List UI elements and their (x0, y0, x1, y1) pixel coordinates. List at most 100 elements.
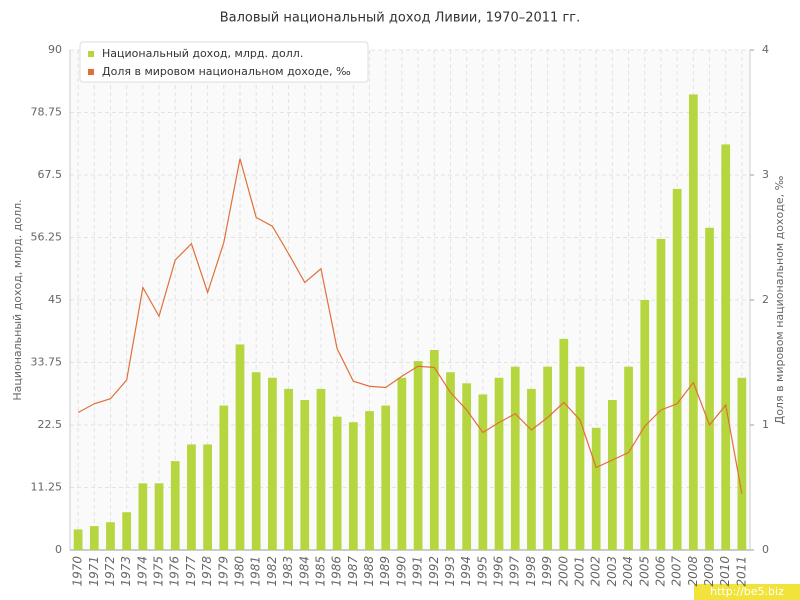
x-tick-label: 1981 (249, 556, 263, 587)
y-tick-label: 67.5 (38, 168, 63, 181)
bar (478, 394, 488, 550)
bar (575, 366, 585, 550)
bar (219, 405, 229, 550)
bar (381, 405, 391, 550)
y-tick-label: 0 (55, 543, 62, 556)
x-tick-label: 2006 (653, 556, 667, 587)
x-tick-label: 1989 (378, 556, 392, 587)
bar (397, 377, 407, 550)
bar (413, 361, 423, 550)
legend: Национальный доход, млрд. долл. Доля в ми… (79, 41, 369, 83)
x-tick-label: 1985 (313, 556, 327, 587)
bar (656, 238, 666, 550)
x-tick-label: 2004 (621, 556, 635, 587)
x-tick-label: 1979 (216, 556, 230, 587)
bar (73, 529, 83, 550)
x-tick-label: 2010 (718, 556, 732, 587)
x-tick-label: 1974 (135, 556, 149, 587)
y-tick-label: 33.75 (31, 356, 63, 369)
bar (122, 512, 132, 550)
y-tick-label: 78.75 (31, 106, 63, 119)
x-tick-label: 1994 (459, 556, 473, 587)
y-tick-label: 90 (48, 43, 62, 56)
x-tick-label: 1970 (71, 556, 85, 587)
bar (300, 400, 310, 550)
x-tick-label: 1983 (281, 556, 295, 587)
bar (89, 526, 99, 550)
legend-box (79, 41, 369, 83)
y2-tick-label: 3 (762, 168, 769, 181)
bar (608, 400, 617, 550)
x-tick-label: 2008 (686, 556, 700, 587)
y2-tick-label: 2 (762, 293, 769, 306)
legend-label: Национальный доход, млрд. долл. (102, 47, 303, 60)
bar (688, 94, 698, 550)
bar (559, 338, 569, 550)
plot: 0 11.25 22.5 33.75 45 56.25 67.5 78.75 90 0 1 2 3 4 19… (31, 41, 769, 587)
x-tick-label: 1980 (233, 556, 247, 587)
x-tick-label: 1996 (492, 556, 506, 587)
bar (446, 372, 455, 550)
bar (462, 383, 472, 550)
bar (543, 366, 552, 550)
x-tick-label: 2002 (589, 556, 603, 587)
bar (203, 444, 212, 550)
x-tick-label: 1998 (524, 556, 538, 587)
bar (705, 227, 714, 550)
watermark: http://be5.biz (710, 585, 784, 598)
bar (527, 388, 536, 550)
bar (672, 188, 682, 550)
bar (284, 388, 293, 550)
x-tick-label: 1973 (119, 556, 133, 587)
x-tick-label: 1987 (346, 556, 360, 587)
y2-tick-label: 1 (762, 418, 769, 431)
bar (170, 461, 180, 550)
chart-title: Валовый национальный доход Ливии, 1970–2… (220, 11, 581, 26)
x-tick-label: 1977 (184, 556, 198, 587)
x-tick-label: 2000 (556, 556, 570, 587)
x-tick-label: 2011 (734, 556, 748, 587)
x-tick-label: 2001 (573, 556, 587, 587)
bar (268, 377, 277, 550)
x-tick-label: 1982 (265, 556, 279, 587)
legend-label: Доля в мировом национальном доходе, ‰ (102, 65, 351, 78)
watermark-bg (694, 584, 800, 600)
y2-tick-label: 4 (762, 43, 769, 56)
x-tick-label: 1991 (411, 556, 425, 587)
legend-swatch (88, 69, 94, 75)
y2-axis-title: Доля в мировом национальном доходе, ‰ (773, 175, 786, 424)
bar (316, 388, 326, 550)
legend-swatch (88, 51, 94, 57)
bar (187, 444, 196, 550)
bar (332, 416, 342, 550)
x-tick-label: 1992 (427, 556, 441, 587)
line (77, 158, 743, 494)
y-tick-label: 11.25 (31, 481, 63, 494)
x-tick-label: 1972 (103, 556, 117, 587)
bar (154, 483, 164, 550)
x-tick-label: 2007 (670, 556, 684, 587)
x-tick-label: 1997 (508, 556, 522, 587)
x-tick-label: 1975 (152, 556, 166, 587)
x-tick-label: 1971 (87, 556, 101, 587)
x-tick-label: 1988 (362, 556, 376, 587)
y-axis-title: Национальный доход, млрд. долл. (11, 199, 24, 400)
bar (138, 483, 148, 550)
x-tick-label: 1990 (394, 556, 408, 587)
bar (251, 372, 261, 550)
y-tick-label: 56.25 (31, 231, 63, 244)
bar (429, 350, 439, 550)
bar (106, 522, 115, 550)
y-tick-label: 22.5 (38, 418, 63, 431)
x-tick-label: 2009 (702, 556, 716, 587)
bar (640, 300, 650, 550)
bar (721, 144, 731, 550)
x-tick-label: 1984 (297, 556, 311, 587)
bar (591, 427, 601, 550)
x-tick-label: 1993 (443, 556, 457, 587)
bar (510, 366, 520, 550)
bar (235, 344, 245, 550)
bar (737, 377, 747, 550)
x-tick-label: 1976 (168, 556, 182, 587)
